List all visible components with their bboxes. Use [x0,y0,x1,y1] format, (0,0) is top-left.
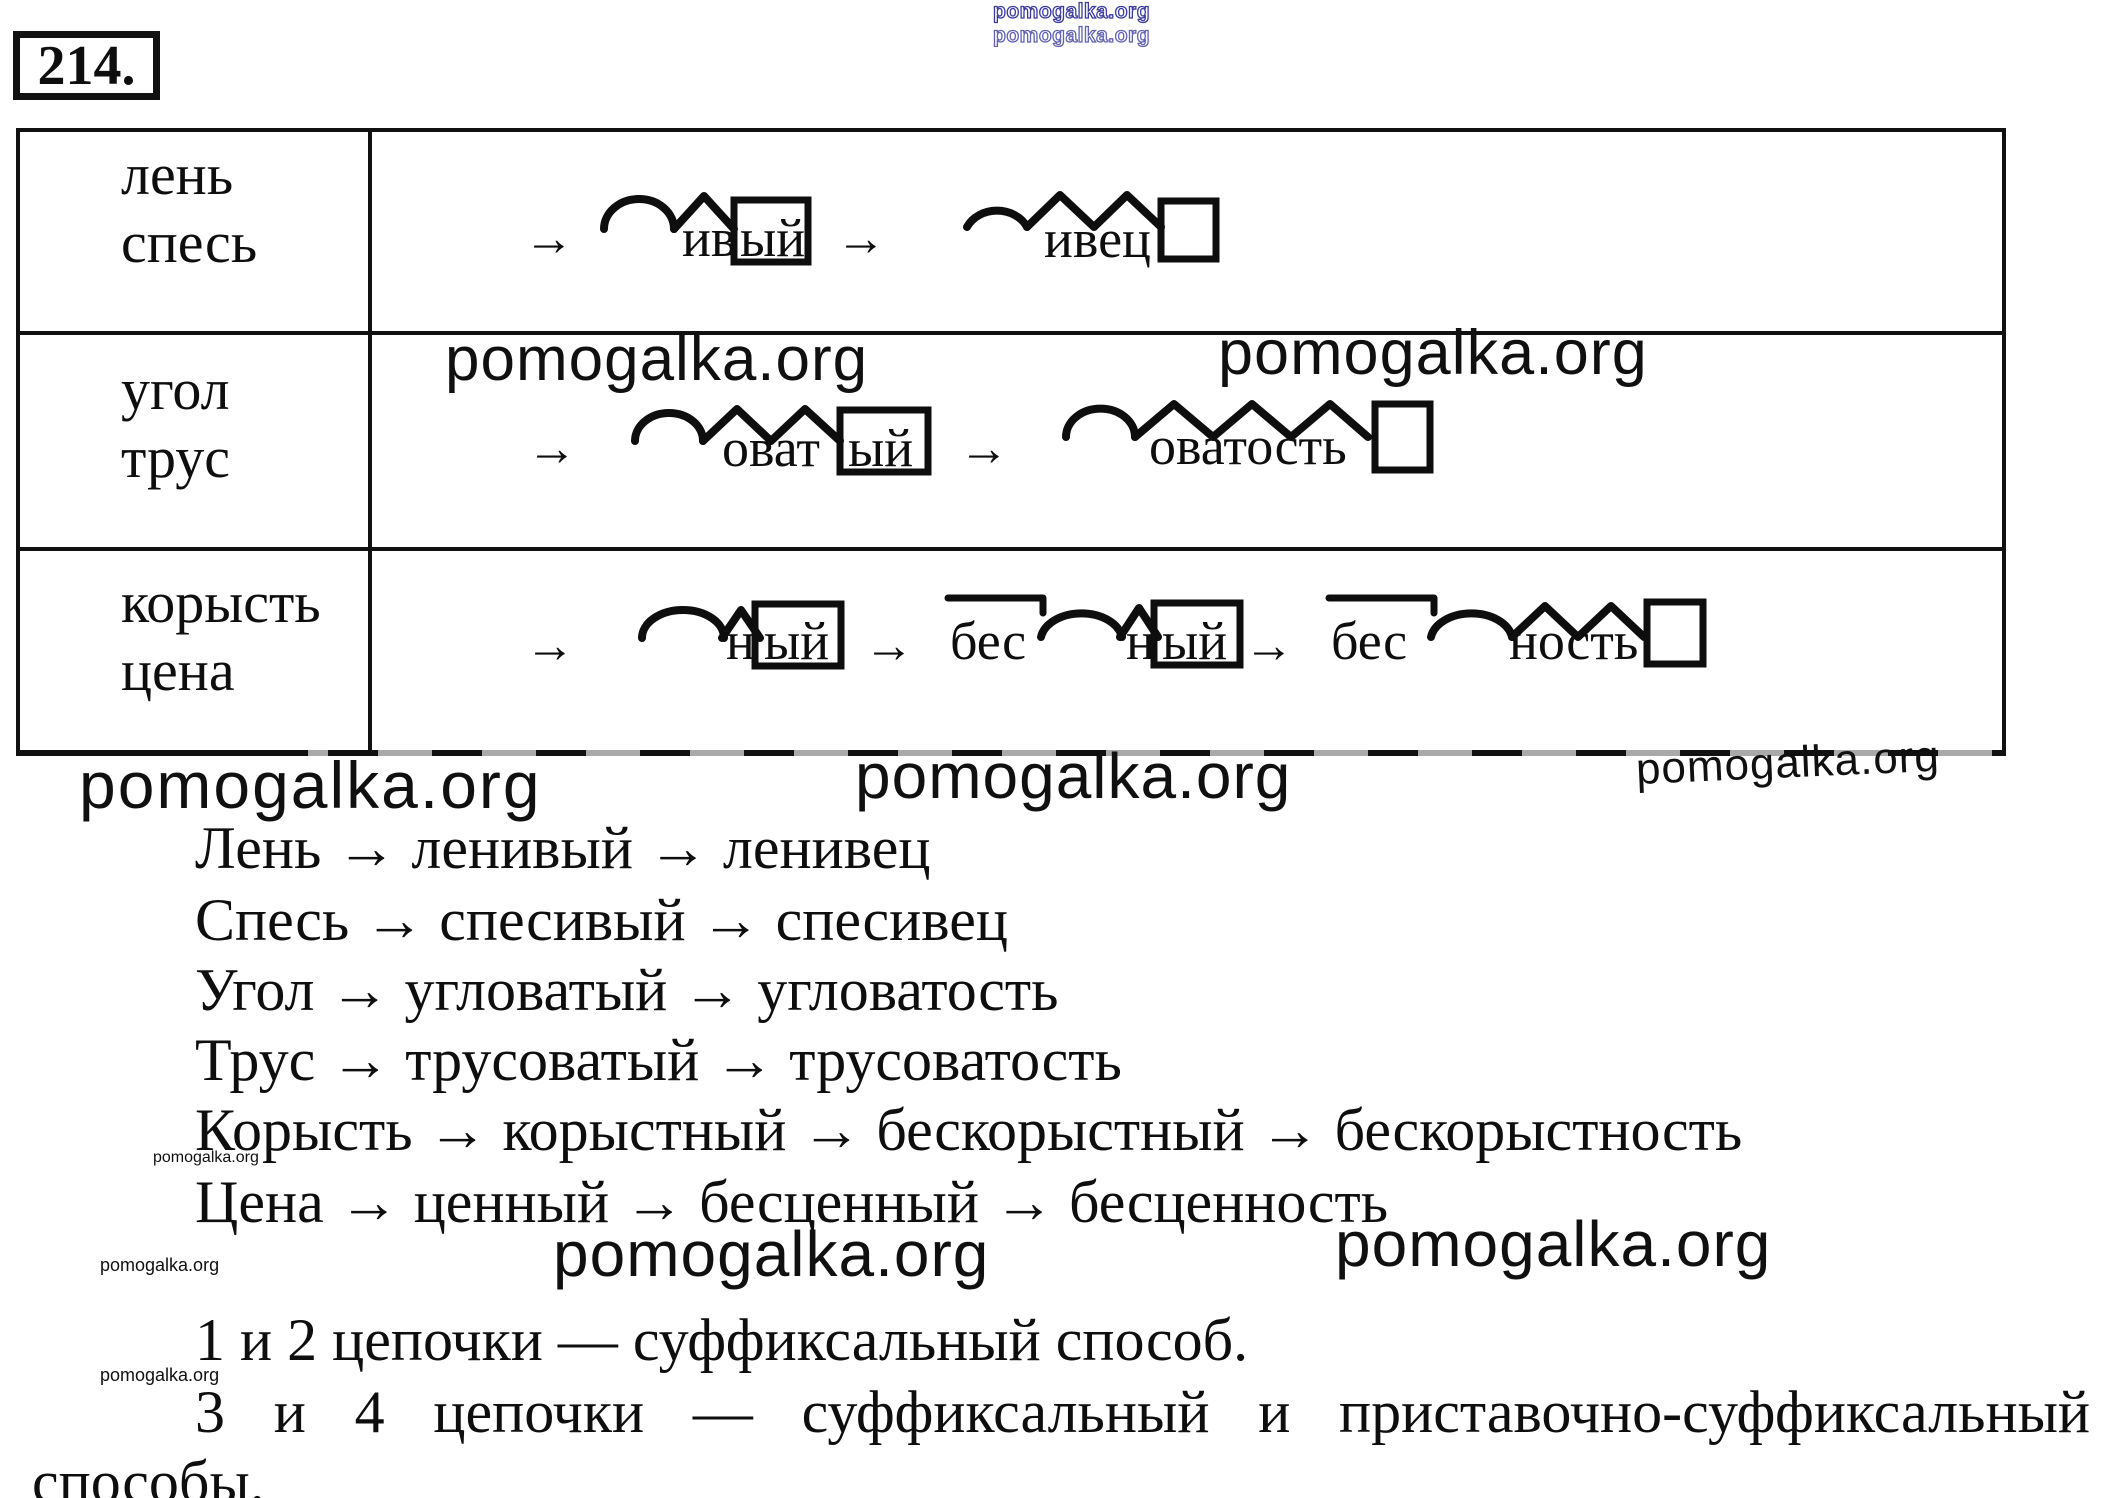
suffix-text: н [1126,611,1155,671]
root-arc-icon [638,606,728,642]
suffix-caret-icon [1508,602,1648,641]
ending-box-empty [1371,400,1434,474]
exercise-number-box: 214. [13,31,160,100]
ending-box-empty [1157,197,1220,263]
diagram-n-yj: н ый [624,586,854,686]
prefix-text: бес [950,611,1026,671]
diagram-iv-yj: ив ый [596,174,812,274]
root-arc-icon [1062,404,1139,441]
root-arc-icon [600,195,678,233]
chain-ugol: Угол → угловатый → угловатость [195,957,1059,1023]
table-bottom-border [16,750,2006,756]
suffix-caret-icon [699,405,844,445]
table-word-ugol: угол [121,357,230,422]
diagram-bes-n-yj: бес н ый [929,582,1249,687]
arrow-r3-1: → [525,617,575,673]
arrow-r2-1: → [527,420,577,476]
suffix-text: оват [722,418,820,478]
watermark-top-2: pomogalka.org [992,24,1151,47]
root-arc-icon [631,409,707,445]
table-row-divider-1 [20,331,2002,335]
note-line-1: 1 и 2 цепочки — суффиксальный способ. [195,1307,1249,1373]
suffix-text: н [726,611,755,671]
ending-box-empty [1643,598,1707,668]
watermark-table-left: pomogalka.org [445,325,869,394]
chain-koryst: Корысть → корыстный → бескорыстный → бес… [195,1097,1743,1163]
diagram-ivec: ивец [954,169,1224,269]
arrow-r3-2: → [864,617,914,673]
exercise-number: 214. [37,34,136,97]
watermark-top-1: pomogalka.org [992,0,1151,23]
suffix-caret-icon [1131,400,1372,441]
arrow-r2-2: → [959,420,1009,476]
table-column-divider [368,132,372,750]
ending-text: ый [764,611,829,671]
note-line-3: способы. [32,1449,265,1498]
watermark-mid-left: pomogalka.org [79,748,542,822]
table-word-trus: трус [121,425,231,490]
diagram-bes-nost: бес ность [1309,582,1719,687]
suffix-caret-icon [670,192,738,233]
note-line-2: 3 и 4 цепочки — суффиксальный и приставо… [195,1379,2090,1445]
root-arc-icon [1427,609,1516,641]
watermark-mid-right: pomogalka.org [1634,731,1941,794]
watermark-tiny-2: pomogalka.org [100,1255,220,1275]
arrow-r1-1: → [524,210,574,266]
diagram-ovatost: оватость [1052,382,1442,487]
suffix-text: ивец [1044,209,1151,269]
chain-cena: Цена → ценный → бесценный → бесценность [195,1169,1389,1235]
suffix-text: ность [1509,611,1638,671]
ending-box [730,196,812,266]
root-arc-icon [1037,609,1126,641]
ending-box [836,406,932,476]
prefix-overline-icon [944,594,1047,617]
suffix-caret-icon [1023,191,1165,231]
arrow-r1-2: → [836,210,886,266]
chain-spes: Спесь → спесивый → спесивец [195,887,1008,953]
chain-trus: Трус → трусоватый → трусоватость [195,1027,1122,1093]
watermark-table-right: pomogalka.org [1218,318,1648,388]
ending-text: ый [1162,611,1227,671]
table-row-divider-2 [20,547,2002,551]
watermark-mid-center: pomogalka.org [855,740,1292,812]
table-word-cena: цена [121,638,235,703]
ending-text: ый [740,208,805,268]
watermark-tiny-1: pomogalka.org [153,1149,259,1166]
chain-len: Лень → ленивый → ленивец [195,815,931,881]
prefix-text: бес [1331,611,1407,671]
prefix-overline-icon [1325,594,1438,617]
ending-box [1150,599,1244,669]
watermark-low-left: pomogalka.org [553,1218,990,1290]
diagram-ovat-yj: оват ый [622,386,934,486]
table-word-koryst: корысть [121,570,321,635]
table-word-spes: спесь [121,210,258,275]
morpheme-table: лень спесь угол трус корысть цена → → → … [16,128,2006,756]
watermark-tiny-3: pomogalka.org [100,1365,220,1385]
root-arc-icon [963,206,1031,231]
suffix-text: ив [682,208,736,268]
suffix-text: оватость [1149,416,1347,476]
ending-box [751,600,845,670]
arrow-r3-3: → [1244,617,1294,673]
watermark-low-right: pomogalka.org [1335,1208,1772,1280]
table-word-len: лень [121,142,234,207]
ending-text: ый [848,418,913,478]
